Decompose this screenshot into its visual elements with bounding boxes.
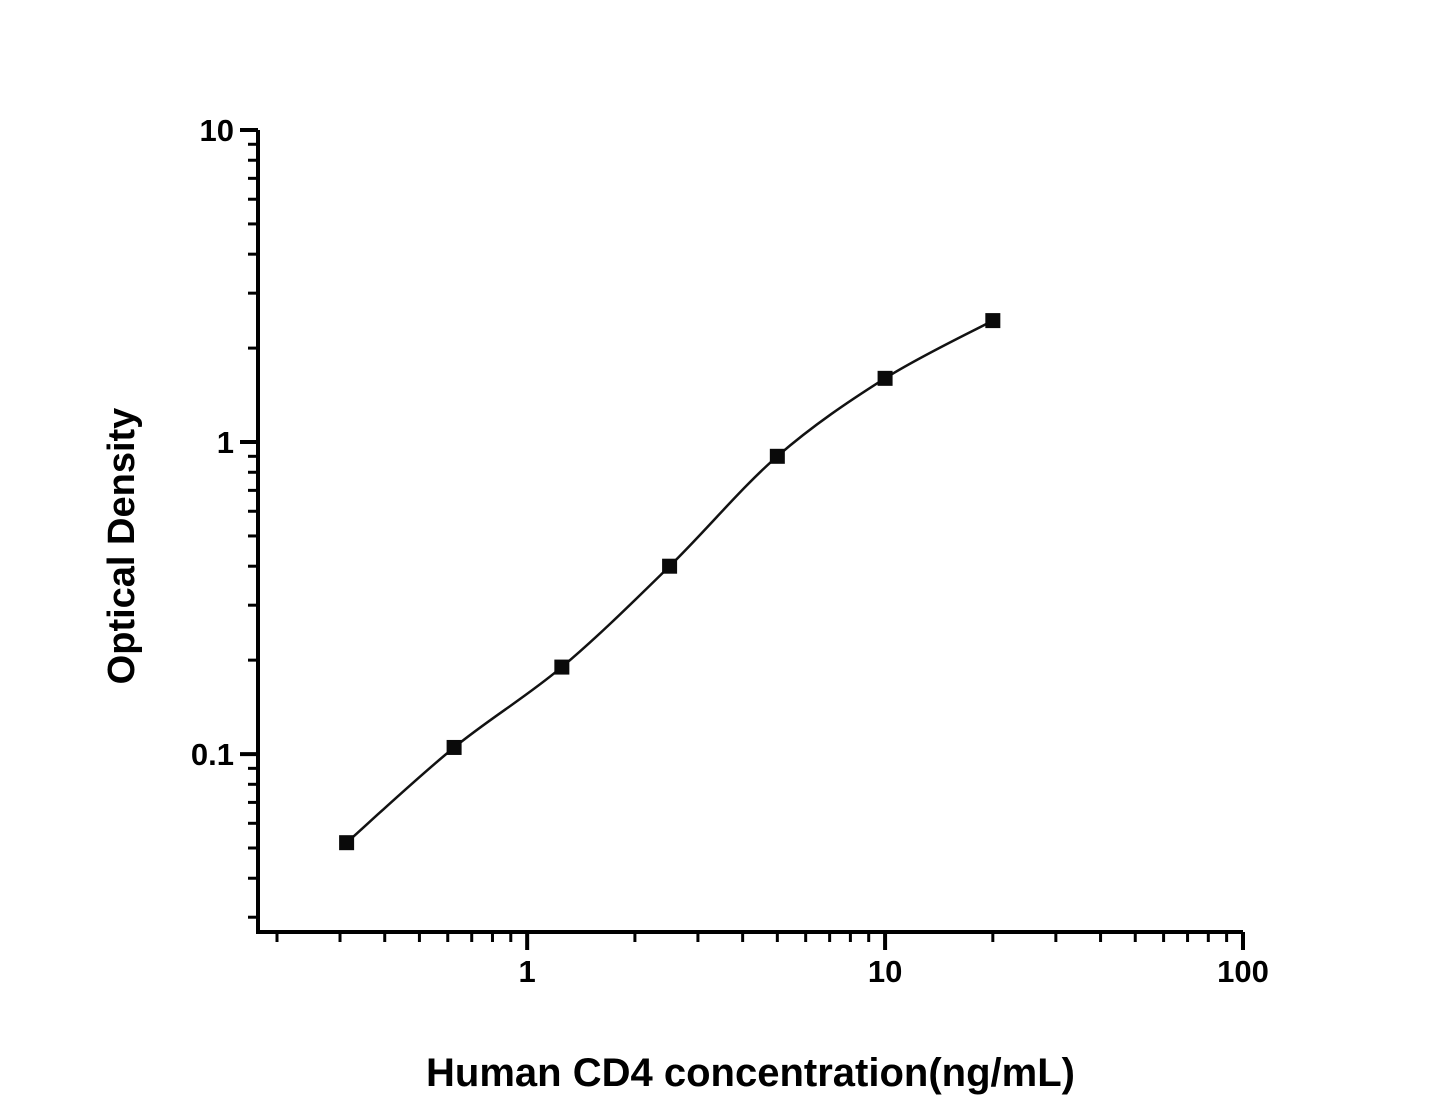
x-tick-label: 100: [1217, 954, 1269, 989]
data-point-marker: [662, 558, 678, 574]
x-axis-title: Human CD4 concentration(ng/mL): [426, 1051, 1075, 1095]
y-tick-label: 1: [217, 425, 234, 460]
data-point-marker: [769, 448, 785, 464]
data-point-marker: [339, 835, 355, 851]
standard-curve-line: [345, 319, 994, 844]
y-axis-title: Optical Density: [101, 408, 143, 685]
data-point-marker: [877, 370, 893, 386]
y-tick-label: 10: [200, 113, 234, 148]
x-tick-label: 1: [519, 954, 536, 989]
y-tick-label: 0.1: [191, 737, 234, 772]
data-point-marker: [446, 739, 462, 755]
x-tick-label: 10: [868, 954, 902, 989]
data-point-marker: [985, 313, 1001, 329]
data-point-marker: [554, 659, 570, 675]
